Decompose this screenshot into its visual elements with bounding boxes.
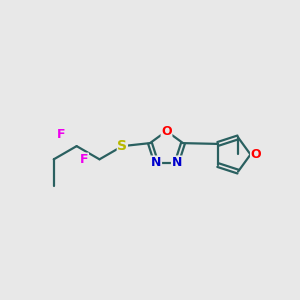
- Text: O: O: [250, 148, 261, 161]
- Text: O: O: [161, 124, 172, 138]
- Text: F: F: [57, 128, 65, 141]
- Text: S: S: [117, 139, 128, 153]
- Text: N: N: [151, 156, 161, 169]
- Text: F: F: [80, 153, 88, 166]
- Text: N: N: [172, 156, 182, 169]
